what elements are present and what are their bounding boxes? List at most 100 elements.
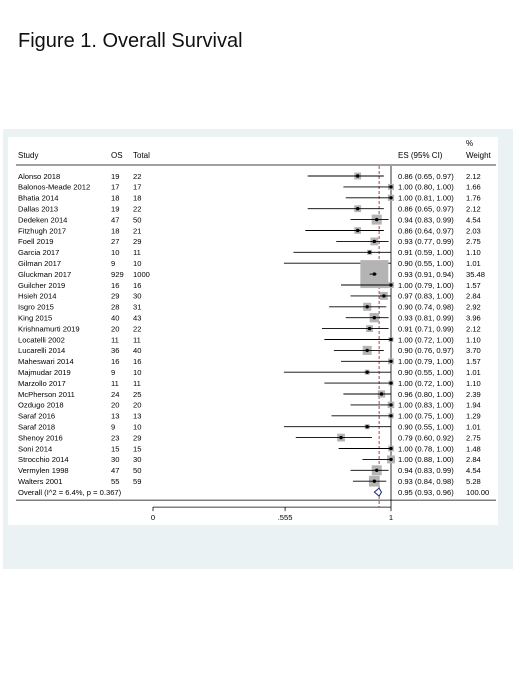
study-point <box>365 348 369 353</box>
study-label: McPherson 2011 <box>18 390 75 399</box>
study-weight: 2.39 <box>466 390 481 399</box>
study-point <box>389 185 393 189</box>
study-label: Dedeken 2014 <box>18 215 67 224</box>
study-os-value: 11 <box>111 379 119 388</box>
study-os-value: 55 <box>111 477 119 486</box>
study-os-value: 40 <box>111 314 119 323</box>
study-total-value: 22 <box>133 205 141 214</box>
plot-area <box>8 137 498 525</box>
study-point <box>365 305 369 309</box>
study-weight: 1.94 <box>466 401 481 410</box>
study-label: Walters 2001 <box>18 477 62 486</box>
study-os-value: 16 <box>111 281 119 290</box>
study-es-ci: 0.93 (0.84, 0.98) <box>398 477 454 486</box>
study-es-ci: 1.00 (0.72, 1.00) <box>398 335 454 344</box>
study-es-ci: 0.97 (0.83, 1.00) <box>398 292 454 301</box>
study-point <box>389 337 393 342</box>
study-es-ci: 1.00 (0.81, 1.00) <box>398 194 454 203</box>
header-weight-top: % <box>466 139 473 148</box>
study-es-ci: 0.96 (0.80, 1.00) <box>398 390 454 399</box>
study-weight: 4.54 <box>466 466 481 475</box>
study-os-value: 47 <box>111 215 119 224</box>
study-es-ci: 0.93 (0.81, 0.99) <box>398 314 454 323</box>
study-label: Majmudar 2019 <box>18 368 71 377</box>
study-weight: 1.76 <box>466 194 481 203</box>
study-label: Krishnamurti 2019 <box>18 324 80 333</box>
study-es-ci: 1.00 (0.83, 1.00) <box>398 401 454 410</box>
study-total-value: 40 <box>133 346 141 355</box>
study-os-value: 17 <box>111 183 119 192</box>
study-os-value: 47 <box>111 466 119 475</box>
study-os-value: 20 <box>111 324 119 333</box>
study-total-value: 16 <box>133 281 141 290</box>
study-es-ci: 0.90 (0.55, 1.00) <box>398 259 454 268</box>
study-weight: 1.48 <box>466 444 481 453</box>
study-weight: 3.70 <box>466 346 481 355</box>
study-label: Alonso 2018 <box>18 172 60 181</box>
study-es-ci: 1.00 (0.88, 1.00) <box>398 455 454 464</box>
study-es-ci: 0.86 (0.65, 0.97) <box>398 205 454 214</box>
study-total-value: 18 <box>133 194 141 203</box>
study-total-value: 50 <box>133 466 141 475</box>
study-es-ci: 0.86 (0.64, 0.97) <box>398 226 454 235</box>
figure-title: Figure 1. Overall Survival <box>18 30 243 52</box>
study-weight: 2.92 <box>466 303 481 312</box>
study-point <box>367 326 372 331</box>
study-total-value: 11 <box>133 379 141 388</box>
study-os-value: 18 <box>111 194 119 203</box>
study-total-value: 10 <box>133 368 141 377</box>
study-point <box>367 250 372 254</box>
study-label: Guilcher 2019 <box>18 281 65 290</box>
study-es-ci: 1.00 (0.72, 1.00) <box>398 379 454 388</box>
header-total: Total <box>133 151 150 160</box>
study-point <box>389 359 393 363</box>
study-point <box>355 207 360 211</box>
study-point <box>355 228 360 233</box>
study-es-ci: 0.91 (0.59, 1.00) <box>398 248 454 257</box>
study-point <box>372 239 377 244</box>
study-label: Maheswari 2014 <box>18 357 74 366</box>
study-total-value: 16 <box>133 357 141 366</box>
study-label: Saraf 2016 <box>18 412 55 421</box>
study-total-value: 13 <box>133 412 141 421</box>
study-label: Hsieh 2014 <box>18 292 56 301</box>
study-total-value: 30 <box>133 292 141 301</box>
study-label: Locatelli 2002 <box>18 335 65 344</box>
x-axis-tick-label: 0 <box>151 513 155 522</box>
study-point <box>372 316 377 320</box>
study-total-value: 59 <box>133 477 141 486</box>
study-label: Strocchio 2014 <box>18 455 69 464</box>
study-point <box>375 468 379 472</box>
study-weight: 4.54 <box>466 215 481 224</box>
study-point <box>365 370 369 374</box>
study-weight: 2.84 <box>466 292 481 301</box>
study-os-value: 23 <box>111 433 119 442</box>
study-point <box>389 457 393 462</box>
study-label: Bhatia 2014 <box>18 194 59 203</box>
study-label: Marzollo 2017 <box>18 379 66 388</box>
study-label: Vermylen 1998 <box>18 466 69 475</box>
overall-weight: 100.00 <box>466 488 489 497</box>
study-total-value: 22 <box>133 172 141 181</box>
study-total-value: 17 <box>133 183 141 192</box>
study-weight: 3.96 <box>466 314 481 323</box>
study-os-value: 13 <box>111 412 119 421</box>
study-label: Ozdugo 2018 <box>18 401 64 410</box>
study-os-value: 10 <box>111 248 119 257</box>
study-weight: 35.48 <box>466 270 485 279</box>
study-point <box>389 196 393 200</box>
study-total-value: 30 <box>133 455 141 464</box>
study-label: Shenoy 2016 <box>18 433 63 442</box>
study-weight: 1.29 <box>466 412 481 421</box>
study-os-value: 11 <box>111 335 119 344</box>
study-label: Soni 2014 <box>18 444 52 453</box>
study-label: Gluckman 2017 <box>18 270 71 279</box>
study-total-value: 22 <box>133 324 141 333</box>
study-total-value: 11 <box>133 248 141 257</box>
study-os-value: 30 <box>111 455 119 464</box>
study-total-value: 1000 <box>133 270 150 279</box>
header-es: ES (95% CI) <box>398 151 443 160</box>
study-label: Dallas 2013 <box>18 205 58 214</box>
study-weight: 5.28 <box>466 477 481 486</box>
